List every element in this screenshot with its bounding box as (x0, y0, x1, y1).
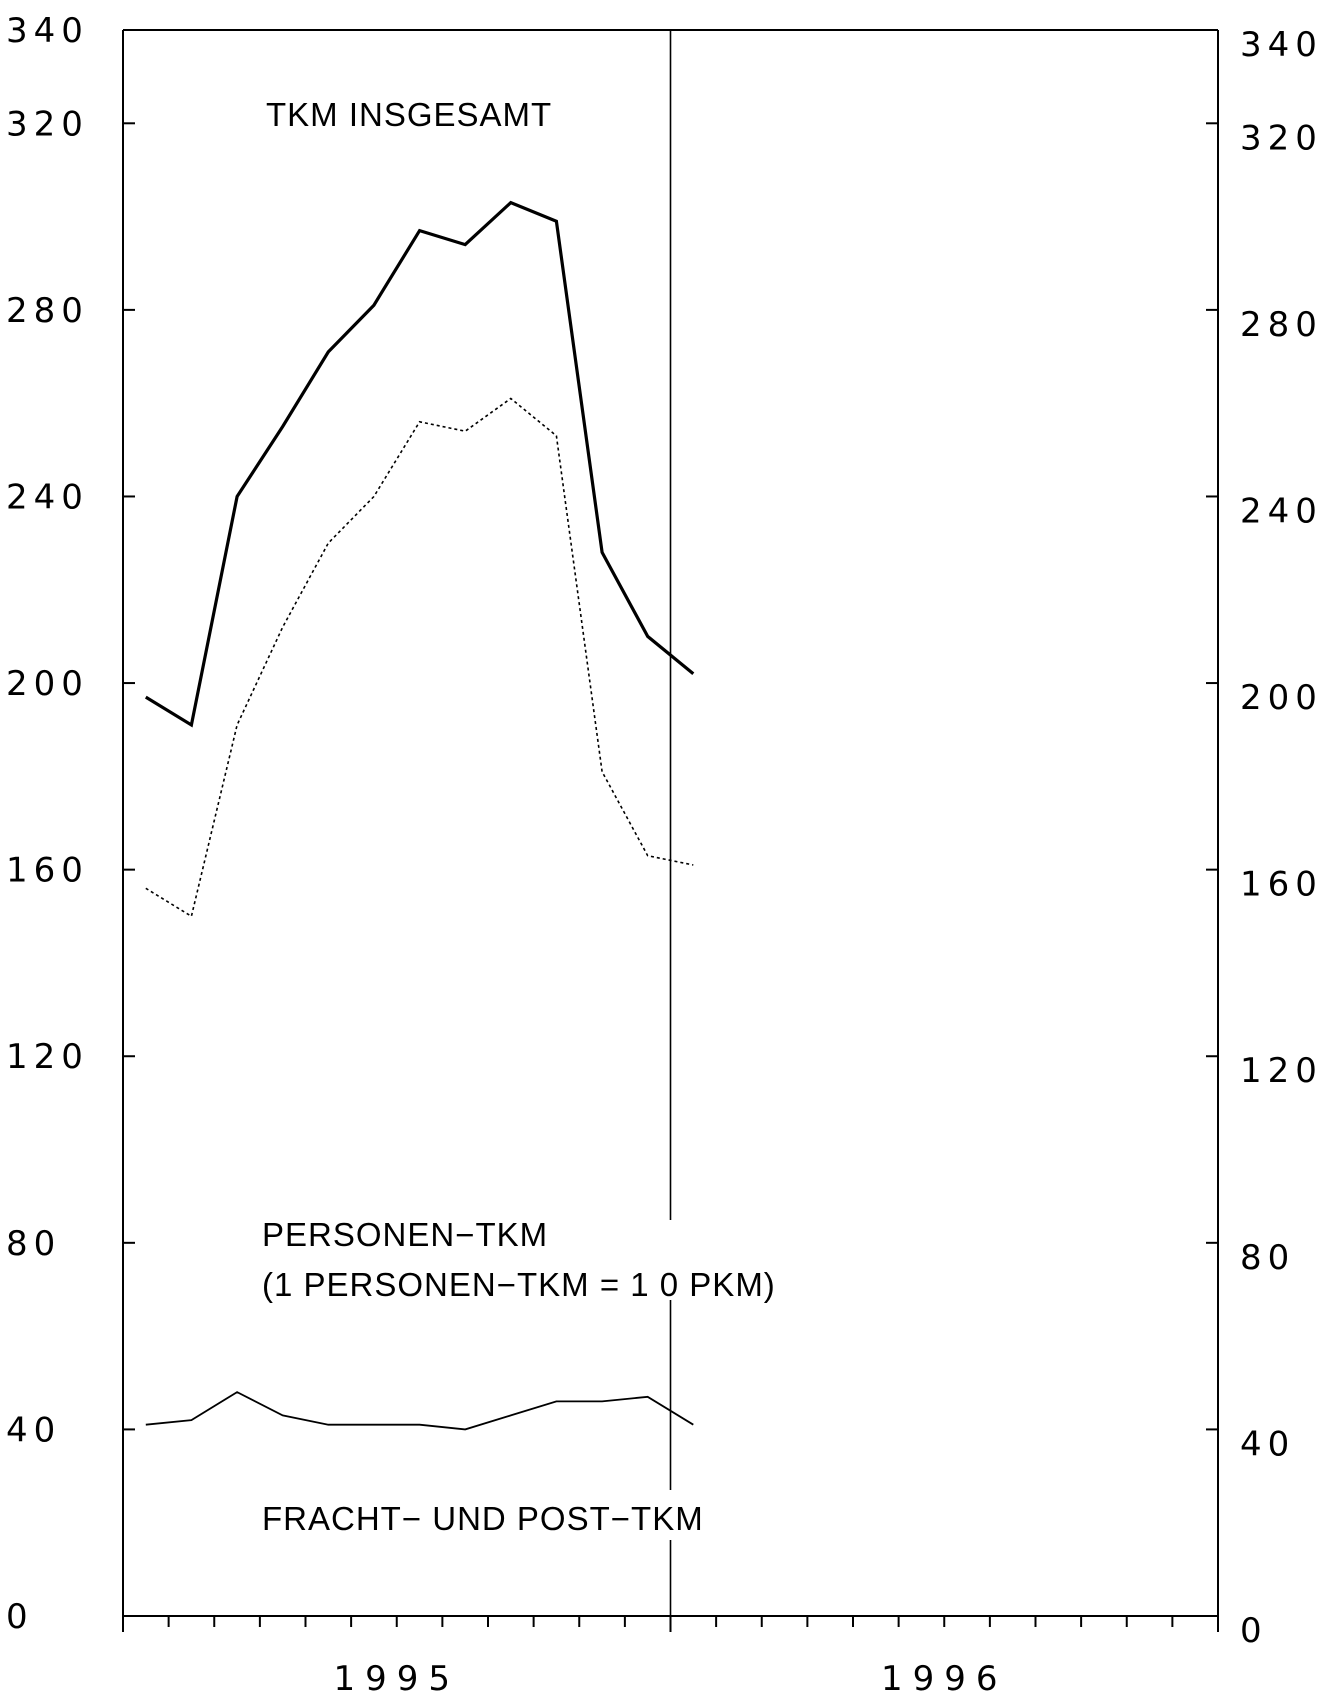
y-tick-label-right: 340 (1240, 25, 1323, 65)
label-tkm-insgesamt: TKM INSGESAMT (266, 96, 552, 133)
plot-frame (122, 29, 1219, 1617)
y-tick-label-right: 240 (1240, 491, 1323, 531)
x-year-label: 1996 (881, 1659, 1008, 1696)
y-axis-left: 0 40 80 120 160 200 240 280 320 340 (6, 11, 135, 1637)
series-line-insgesamt (144, 200, 695, 728)
y-tick-label-left: 0 (6, 1597, 34, 1637)
label-fracht-post-tkm: FRACHT− UND POST−TKM (262, 1500, 704, 1537)
y-tick-label-right: 40 (1240, 1424, 1295, 1464)
series-line-fracht (145, 1391, 694, 1431)
y-tick-label-left: 80 (6, 1224, 61, 1264)
y-tick-label-left: 160 (6, 851, 89, 891)
y-tick-label-left: 340 (6, 11, 89, 51)
y-tick-label-right: 200 (1240, 678, 1323, 718)
y-tick-label-left: 320 (6, 104, 89, 144)
label-personen-tkm: PERSONEN−TKM (262, 1216, 548, 1253)
y-tick-label-left: 200 (6, 664, 89, 704)
annotation-layer: TKM INSGESAMT PERSONEN−TKM (1 PERSONEN−T… (248, 96, 868, 1540)
series-layer (144, 200, 695, 1431)
x-axis: 1995 1996 (122, 1616, 1219, 1696)
y-tick-label-right: 0 (1240, 1611, 1268, 1651)
y-tick-label-left: 240 (6, 477, 89, 517)
x-year-label: 1995 (333, 1659, 460, 1696)
y-tick-label-right: 320 (1240, 118, 1323, 158)
annotation-backdrop (248, 1490, 788, 1540)
y-axis-right: 0 40 80 120 160 200 240 280 320 340 (1206, 25, 1323, 1651)
y-tick-label-right: 120 (1240, 1051, 1323, 1091)
annotation-backdrop (248, 1220, 868, 1300)
y-tick-label-right: 280 (1240, 305, 1323, 345)
y-tick-label-right: 160 (1240, 865, 1323, 905)
y-tick-label-right: 80 (1240, 1238, 1295, 1278)
y-tick-label-left: 120 (6, 1037, 89, 1077)
label-personen-tkm-note: (1 PERSONEN−TKM = 1 0 PKM) (262, 1266, 776, 1303)
series-line-personen (145, 397, 694, 918)
y-tick-label-left: 40 (6, 1410, 61, 1450)
y-tick-label-left: 280 (6, 291, 89, 331)
